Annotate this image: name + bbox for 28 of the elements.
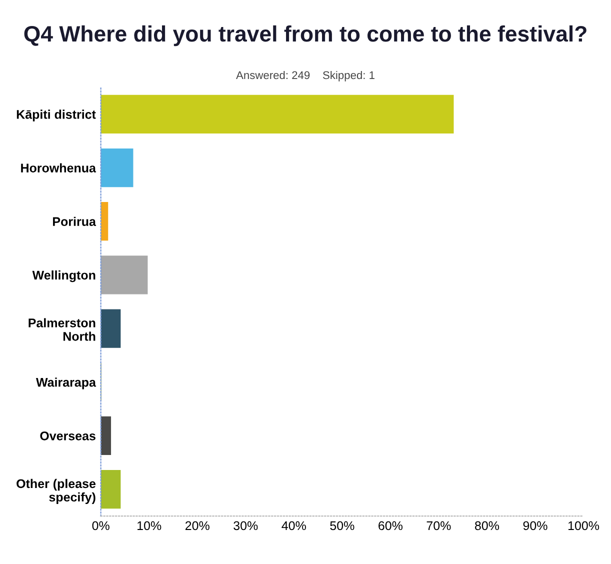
x-tick-label: 60% [378, 521, 402, 530]
bar [100, 94, 454, 134]
y-tick-label: Wellington [32, 270, 96, 282]
y-tick-label: Other (please specify) [16, 478, 96, 504]
y-tick-label: Porirua [53, 216, 96, 226]
x-tick-label: 50% [330, 521, 354, 530]
y-tick-label: Overseas [40, 431, 96, 440]
x-tick-label: 80% [475, 521, 500, 530]
x-tick-label: 0% [92, 521, 110, 530]
x-tick-label: 70% [426, 521, 451, 530]
bar [100, 309, 121, 348]
x-tick-label: 10% [138, 521, 162, 530]
y-tick-label: Palmerston North [28, 318, 96, 341]
y-tick-label: Horowhenua [21, 163, 96, 172]
x-tick-label: 20% [185, 521, 210, 530]
bar [100, 416, 112, 455]
bar [100, 470, 121, 509]
x-tick-label: 30% [234, 521, 258, 530]
bar [100, 148, 134, 188]
bar [100, 256, 148, 294]
y-tick-label: Kāpiti district [16, 110, 96, 122]
x-tick-label: 100% [568, 521, 600, 530]
chart-title: Q4 Where did you travel from to come to the festival? [24, 25, 586, 46]
x-tick-label: 40% [282, 521, 306, 530]
bar [100, 202, 108, 241]
y-tick-label: Wairarapa [36, 378, 96, 390]
chart-subtitle: Answered: 249 Skipped: 1 [236, 70, 374, 82]
x-tick-label: 90% [523, 521, 548, 530]
